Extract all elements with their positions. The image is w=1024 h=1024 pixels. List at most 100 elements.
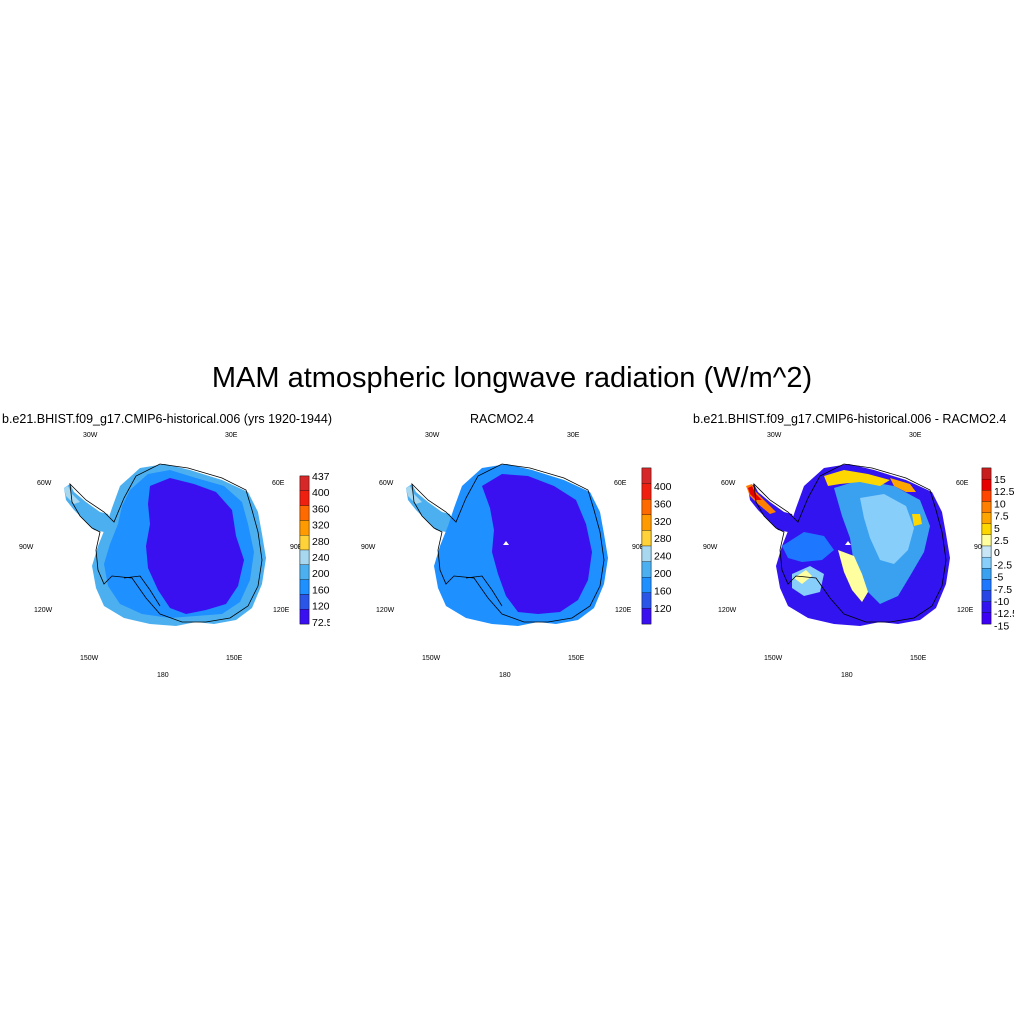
lon-labels: 30W 30E 60W 60E 90W 90E 120W 120E 150W 1… [361,432,645,679]
colorbar-label: 400 [312,487,330,499]
lon-label-120e: 120E [615,607,632,614]
colorbar-box [981,579,992,591]
colorbar-box [981,512,992,524]
colorbar-box [641,608,652,625]
antarctica-field [64,463,266,626]
lon-label-90w: 90W [703,544,718,551]
colorbar-label: -12.5 [994,608,1014,620]
colorbar-label: 2.5 [994,535,1009,547]
colorbar-box [299,505,310,521]
colorbar-label: 437.2 [312,471,330,483]
lon-label-30e: 30E [567,432,580,439]
panel-2-title: RACMO2.4 [470,412,534,426]
colorbar-box [981,467,992,480]
colorbar-box [981,568,992,580]
colorbar-label: 15 [994,474,1006,486]
colorbar-label: 360 [654,498,672,510]
panel-1-colorbar-boxes [299,475,310,625]
colorbar-box [299,549,310,565]
colorbar-box [981,523,992,536]
colorbar-label: -15 [994,620,1009,632]
colorbar-label: -7.5 [994,584,1012,596]
colorbar-label: 160 [654,585,672,597]
lon-label-90e: 90E [290,544,303,551]
lon-label-120e: 120E [957,607,974,614]
colorbar-label: 280 [312,536,330,548]
colorbar-box [641,467,652,484]
lon-labels: 30W 30E 60W 60E 90W 90E 120W 120E 150W 1… [19,432,303,679]
colorbar-label: 72.5 [312,617,330,629]
colorbar-box [641,545,652,562]
lon-label-60e: 60E [614,480,627,487]
lon-label-120e: 120E [273,607,290,614]
colorbar-label: 240 [312,552,330,564]
colorbar-label: 5 [994,523,1000,535]
colorbar-label: -2.5 [994,559,1012,571]
lon-label-60e: 60E [956,480,969,487]
panel-1-map: 30W 30E 60W 60E 90W 90E 120W 120E 150W 1… [19,432,330,679]
lon-label-90w: 90W [19,544,34,551]
colorbar-box [981,501,992,513]
lon-label-180: 180 [157,672,169,679]
lon-label-150e: 150E [568,655,585,662]
colorbar-label: 120 [654,603,672,615]
lon-label-60w: 60W [721,480,736,487]
lon-label-150w: 150W [80,655,99,662]
lon-label-150e: 150E [226,655,243,662]
colorbar-box [299,594,310,610]
lon-labels: 30W 30E 60W 60E 90W 90E 120W 120E 150W 1… [703,432,987,679]
colorbar-box [981,490,992,502]
colorbar-box [641,483,652,500]
lon-label-180: 180 [499,672,511,679]
colorbar-label: 160 [312,584,330,596]
colorbar-box [641,514,652,531]
lon-label-60w: 60W [37,480,52,487]
colorbar-box [641,499,652,515]
colorbar-label: 320 [654,516,672,528]
colorbar-label: 12.5 [994,486,1014,498]
colorbar-label: 120 [312,601,330,613]
lon-label-60e: 60E [272,480,285,487]
lon-label-60w: 60W [379,480,394,487]
lon-label-180: 180 [841,672,853,679]
colorbar-box [981,545,992,558]
lon-label-30w: 30W [767,432,782,439]
colorbar-label: -10 [994,596,1009,608]
colorbar-box [641,561,652,578]
colorbar-label: -5 [994,572,1003,584]
colorbar-box [981,534,992,547]
colorbar-box [981,612,992,625]
colorbar-label: 200 [654,568,672,580]
panel-2-map: 30W 30E 60W 60E 90W 90E 120W 120E 150W 1… [361,432,672,679]
colorbar-label: 7.5 [994,511,1009,523]
colorbar-box [641,592,652,609]
lon-label-150w: 150W [422,655,441,662]
lon-label-30e: 30E [225,432,238,439]
colorbar-label: 0 [994,547,1000,559]
lon-label-120w: 120W [34,607,53,614]
colorbar-box [981,590,992,602]
colorbar-box [299,609,310,625]
lon-label-30w: 30W [425,432,440,439]
colorbar-label: 320 [312,520,330,532]
panel-3-title: b.e21.BHIST.f09_g17.CMIP6-historical.006… [693,412,1007,426]
colorbar-label: 200 [312,568,330,580]
lon-label-90e: 90E [632,544,645,551]
colorbar-box [981,478,992,491]
lon-label-90e: 90E [974,544,987,551]
colorbar-box [299,520,310,536]
lon-label-30w: 30W [83,432,98,439]
lon-label-150e: 150E [910,655,927,662]
colorbar-label: 10 [994,498,1006,510]
colorbar-box [299,564,310,580]
panel-2-colorbar-boxes [641,467,652,625]
colorbar-box [299,475,310,491]
colorbar-box [299,490,310,506]
lon-label-90w: 90W [361,544,376,551]
lon-label-120w: 120W [376,607,395,614]
lon-label-120w: 120W [718,607,737,614]
lon-label-30e: 30E [909,432,922,439]
colorbar-label: 360 [312,503,330,515]
colorbar-label: 240 [654,551,672,563]
panel-2-colorbar-labels: 400 360 320 280 240 200 160 120 [654,481,672,615]
